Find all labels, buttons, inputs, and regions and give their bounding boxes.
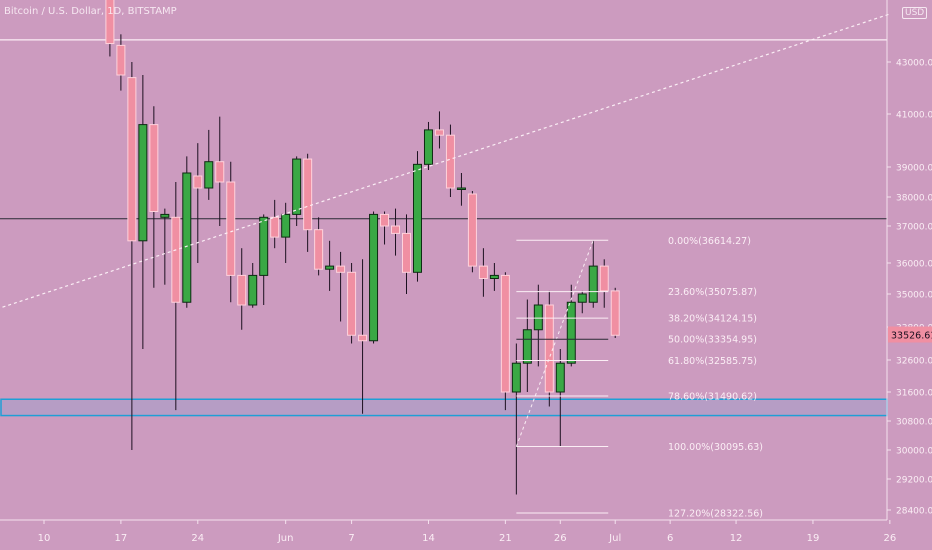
price-tick-label: 30000.00 bbox=[896, 447, 932, 457]
candle-body bbox=[116, 44, 126, 76]
candle-body bbox=[533, 304, 543, 331]
candle-body bbox=[555, 362, 565, 393]
price-tick-label: 38000.00 bbox=[896, 194, 932, 204]
time-tick-label: Jun bbox=[277, 533, 294, 544]
price-tick-label: 36000.00 bbox=[896, 260, 932, 270]
candles-layer bbox=[105, 0, 620, 495]
price-tick-label: 37000.00 bbox=[896, 223, 932, 233]
time-tick-label: 12 bbox=[730, 533, 743, 544]
candle-body bbox=[511, 362, 521, 393]
candle-body bbox=[325, 265, 335, 270]
current-price-tag bbox=[888, 326, 932, 343]
candle-body bbox=[599, 265, 609, 292]
candle-body bbox=[500, 274, 510, 393]
time-tick-label: 17 bbox=[115, 533, 128, 544]
candle-body bbox=[412, 163, 422, 273]
candle-body bbox=[577, 293, 587, 303]
fib-level-label: 127.20%(28322.56) bbox=[668, 509, 763, 520]
price-tick-label: 28400.00 bbox=[896, 507, 932, 517]
price-tick-label: 39000.00 bbox=[896, 164, 932, 174]
candle-body bbox=[270, 216, 280, 238]
price-tick-label: 43000.00 bbox=[896, 59, 932, 69]
fib-level-label: 0.00%(36614.27) bbox=[668, 236, 751, 247]
candle-body bbox=[434, 129, 444, 136]
candle-body bbox=[336, 265, 346, 273]
time-tick-label: 6 bbox=[667, 533, 673, 544]
candle-body bbox=[380, 213, 390, 227]
price-tick-label: 32600.00 bbox=[896, 357, 932, 367]
fib-level-label: 23.60%(35075.87) bbox=[668, 287, 757, 298]
candle-body bbox=[248, 274, 258, 306]
candle-body bbox=[237, 274, 247, 306]
current-price-label: 33526.61 bbox=[891, 331, 932, 342]
candle-body bbox=[204, 161, 214, 189]
time-tick-label: Jul bbox=[608, 533, 621, 544]
candle-body bbox=[292, 158, 302, 215]
candle-body bbox=[478, 265, 488, 280]
candle-body bbox=[610, 290, 620, 336]
time-tick-label: 19 bbox=[807, 533, 820, 544]
candle-body bbox=[358, 334, 368, 342]
fib-level-label: 38.20%(34124.15) bbox=[668, 314, 757, 325]
candle-body bbox=[138, 124, 148, 242]
price-tick-label: 41000.00 bbox=[896, 111, 932, 121]
candle-body bbox=[456, 187, 466, 190]
price-tick-label: 35000.00 bbox=[896, 291, 932, 301]
candle-body bbox=[489, 274, 499, 279]
candle-body bbox=[588, 265, 598, 303]
candle-body bbox=[160, 213, 170, 218]
candle-body bbox=[105, 0, 115, 45]
candle-body bbox=[445, 134, 455, 189]
candle-body bbox=[402, 232, 412, 273]
candle-body bbox=[215, 161, 225, 183]
fib-trend-line bbox=[515, 240, 594, 447]
candle-body bbox=[522, 329, 532, 364]
time-tick-label: 7 bbox=[348, 533, 354, 544]
price-tick-label: 31600.00 bbox=[896, 389, 932, 399]
fib-level-label: 100.00%(30095.63) bbox=[668, 442, 763, 453]
time-tick-label: 26 bbox=[883, 533, 896, 544]
candle-body bbox=[467, 193, 477, 267]
candle-body bbox=[369, 213, 379, 342]
candle-body bbox=[423, 129, 433, 165]
candle-body bbox=[193, 175, 203, 189]
candle-body bbox=[127, 77, 137, 242]
currency-button[interactable]: USD bbox=[902, 7, 928, 19]
chart-title: Bitcoin / U.S. Dollar, 1D, BITSTAMP bbox=[4, 6, 177, 17]
candle-body bbox=[171, 216, 181, 303]
candle-body bbox=[314, 229, 324, 270]
candle-body bbox=[149, 124, 159, 212]
time-tick-label: 24 bbox=[191, 533, 204, 544]
time-tick-label: 10 bbox=[38, 533, 51, 544]
candle-body bbox=[391, 225, 401, 234]
candle-body bbox=[281, 213, 291, 238]
price-tick-label: 30800.00 bbox=[896, 418, 932, 428]
candle-body bbox=[303, 158, 313, 231]
time-tick-label: 21 bbox=[499, 533, 512, 544]
price-tick-label: 29200.00 bbox=[896, 476, 932, 486]
candle-body bbox=[347, 271, 357, 336]
fib-level-label: 78.60%(31490.62) bbox=[668, 391, 757, 402]
drawings-layer[interactable]: 0.00%(36614.27) 23.60%(35075.87) 38.20%(34… bbox=[0, 13, 891, 520]
candle-body bbox=[566, 301, 576, 364]
time-tick-label: 14 bbox=[422, 533, 435, 544]
candle-body bbox=[182, 172, 192, 303]
time-tick-label: 26 bbox=[554, 533, 567, 544]
candle-body bbox=[259, 216, 269, 276]
fib-level-label: 61.80%(32585.75) bbox=[668, 356, 757, 367]
fib-level-label: 50.00%(33354.95) bbox=[668, 335, 757, 346]
candle-body bbox=[226, 181, 236, 276]
